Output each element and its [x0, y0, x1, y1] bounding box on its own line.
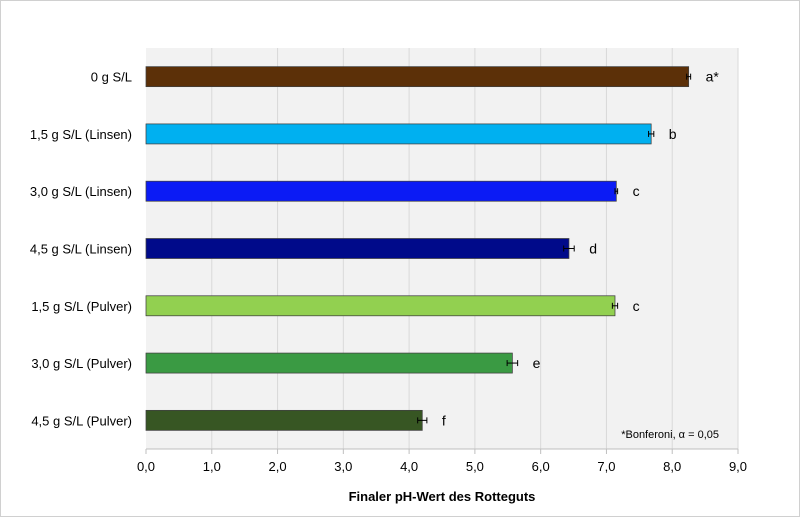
category-labels: 0 g S/L 1,5 g S/L (Linsen) 3,0 g S/L (Lins… [30, 70, 132, 429]
bar [145, 66, 690, 88]
error-bar [614, 188, 619, 195]
significance-label: c [633, 183, 640, 199]
x-axis-title: Finaler pH-Wert des Rotteguts [349, 489, 536, 504]
error-bar [417, 417, 428, 424]
significance-label: d [589, 241, 597, 257]
x-tick-label: 1,0 [203, 459, 221, 474]
category-label: 0 g S/L [91, 70, 132, 85]
error-bar [648, 130, 655, 137]
error-bar [686, 73, 692, 80]
x-tick-label: 5,0 [466, 459, 484, 474]
x-tick-label: 6,0 [532, 459, 550, 474]
category-label: 3,0 g S/L (Linsen) [30, 184, 132, 199]
category-label: 4,5 g S/L (Linsen) [30, 242, 132, 257]
significance-note: *Bonferoni, α = 0,05 [621, 429, 719, 441]
bar [145, 409, 423, 431]
x-tick-label: 8,0 [663, 459, 681, 474]
significance-labels: a* b c d c e f [442, 69, 720, 429]
x-tick-label: 9,0 [729, 459, 747, 474]
x-tick-label: 4,0 [400, 459, 418, 474]
category-label: 1,5 g S/L (Pulver) [31, 299, 132, 314]
bar [145, 180, 617, 202]
x-tick-label: 3,0 [334, 459, 352, 474]
error-bars [417, 73, 692, 424]
x-tick-label: 0,0 [137, 459, 155, 474]
significance-label: c [633, 298, 640, 314]
significance-label: b [669, 126, 677, 142]
bar [145, 352, 513, 374]
x-tick-label: 7,0 [597, 459, 615, 474]
significance-label: a* [706, 69, 720, 85]
significance-label: f [442, 412, 446, 428]
error-bar [563, 245, 575, 252]
category-label: 1,5 g S/L (Linsen) [30, 127, 132, 142]
category-label: 3,0 g S/L (Pulver) [31, 356, 132, 371]
error-bar [611, 302, 619, 309]
category-label: 4,5 g S/L (Pulver) [31, 413, 132, 428]
x-axis-ticks: 0,0 1,0 2,0 3,0 4,0 5,0 6,0 7,0 8,0 9,0 [137, 449, 747, 474]
significance-label: e [533, 355, 541, 371]
bar [145, 295, 616, 317]
x-tick-label: 2,0 [269, 459, 287, 474]
bars [145, 66, 690, 431]
bar [145, 238, 570, 259]
error-bar [506, 360, 519, 367]
bar [145, 123, 652, 145]
